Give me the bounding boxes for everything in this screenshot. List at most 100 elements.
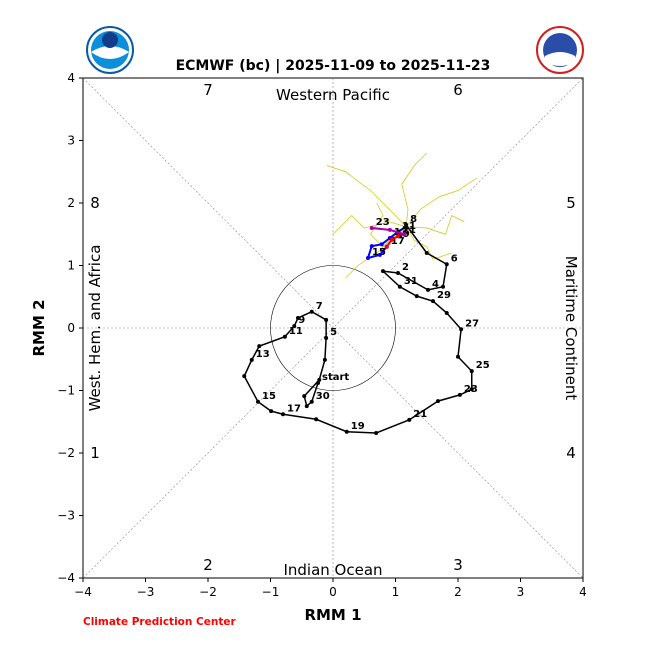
forecast-point [377, 252, 382, 257]
observed-day-label: 2 [402, 262, 409, 273]
observed-point [381, 269, 385, 274]
credit: Climate Prediction Center [83, 616, 236, 628]
ensemble-member [401, 152, 427, 227]
observed-point [256, 399, 260, 404]
observed-point [314, 417, 319, 422]
y-tick-label: 4 [67, 71, 75, 85]
region-label: West. Hem. and Africa [86, 245, 104, 412]
forecast-point [387, 227, 392, 232]
nws-logo [536, 26, 584, 74]
forecast-day-label: 15 [372, 247, 386, 258]
phase-label: 6 [453, 81, 463, 99]
observed-point [309, 399, 314, 404]
observed-point [269, 409, 274, 414]
forecast-day-label: 21 [402, 225, 416, 236]
x-tick-label: 4 [579, 585, 587, 599]
unit-circle [270, 265, 396, 391]
observed-point [396, 271, 400, 275]
observed-day-label: start [322, 372, 349, 383]
observed-day-label: 6 [451, 253, 458, 264]
phase-label: 5 [566, 194, 576, 212]
observed-point [436, 399, 440, 404]
x-tick-label: −2 [199, 585, 217, 599]
phase-label: 1 [90, 444, 100, 462]
forecast-point [384, 244, 389, 249]
forecast-day-label: 17 [391, 236, 405, 247]
observed-point [257, 344, 262, 349]
y-axis-label: RMM 2 [30, 299, 48, 356]
y-tick-label: −3 [57, 509, 75, 523]
y-tick-label: −1 [57, 384, 75, 398]
observed-day-label: 9 [298, 315, 305, 326]
phase-label: 8 [90, 194, 100, 212]
phase-label: 7 [203, 81, 213, 99]
observed-point [469, 387, 474, 392]
observed-point [324, 336, 329, 340]
observed-point [456, 354, 460, 359]
observed-point [292, 324, 297, 329]
y-tick-label: 3 [67, 134, 75, 148]
chart-title: ECMWF (bc) | 2025-11-09 to 2025-11-23 [176, 58, 491, 74]
observed-day-label: 4 [432, 279, 439, 290]
observed-day-label: 7 [316, 301, 323, 312]
y-tick-label: 1 [67, 259, 75, 273]
forecast-point [389, 237, 394, 242]
x-tick-label: −1 [262, 585, 280, 599]
phase-label: 4 [566, 444, 576, 462]
ensemble-member [405, 177, 477, 227]
region-label: Indian Ocean [283, 561, 382, 579]
observed-point [282, 334, 287, 339]
observed-point [304, 404, 309, 409]
observed-point [457, 392, 462, 397]
observed-day-label: 11 [289, 326, 303, 337]
observed-point [414, 294, 419, 299]
region-label: Western Pacific [276, 86, 390, 104]
region-label: Maritime Continent [562, 256, 580, 401]
x-tick-label: 3 [517, 585, 525, 599]
ensemble-member [406, 215, 465, 235]
observed-day-label: 21 [413, 409, 427, 420]
x-tick-label: 0 [329, 585, 337, 599]
observed-point [407, 417, 412, 422]
forecast-point [366, 256, 370, 260]
observed-day-label: 19 [351, 421, 365, 432]
observed-point [242, 374, 247, 379]
x-tick-label: 1 [392, 585, 400, 599]
y-tick-label: −2 [57, 446, 75, 460]
phase-label: 3 [453, 556, 463, 574]
observed-day-label: 17 [287, 403, 301, 414]
forecast-day-label: 23 [376, 217, 390, 228]
observed-point [324, 317, 329, 322]
observed-point [296, 316, 300, 320]
ensemble-member [326, 165, 407, 227]
observed-point [469, 369, 474, 374]
observed-day-label: 5 [330, 327, 337, 338]
observed-point [459, 327, 464, 332]
observed-point [444, 262, 449, 267]
observed-day-label: 29 [437, 290, 451, 301]
phase-label: 2 [203, 556, 213, 574]
observed-day-label: 27 [465, 318, 479, 329]
observed-day-label: 8 [410, 214, 417, 225]
observed-point [322, 357, 327, 362]
y-tick-label: −4 [57, 571, 75, 585]
x-tick-label: −3 [137, 585, 155, 599]
x-tick-label: 2 [454, 585, 462, 599]
observed-point [444, 311, 449, 315]
observed-point [441, 284, 445, 289]
forecast-point [396, 234, 400, 239]
observed-day-label: 25 [476, 360, 490, 371]
x-axis-label: RMM 1 [304, 606, 361, 624]
ensemble-member [405, 226, 452, 260]
observed-point [249, 357, 254, 362]
observed-day-label: 30 [316, 391, 330, 402]
forecast-line [385, 233, 405, 248]
observed-day-label: 15 [262, 391, 276, 402]
forecast-point [402, 232, 407, 237]
observed-point [431, 299, 435, 304]
observed-point [316, 381, 320, 385]
observed-point [344, 429, 349, 434]
observed-day-label: 13 [256, 349, 270, 360]
forecast-day-label: 11 [402, 221, 416, 232]
